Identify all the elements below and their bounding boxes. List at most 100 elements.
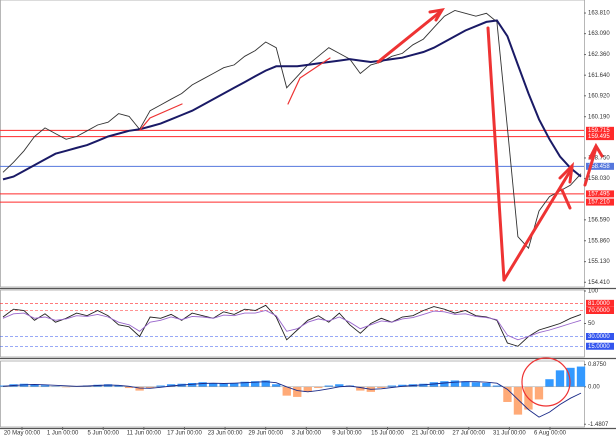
level-label-box — [586, 190, 614, 198]
annotations — [139, 7, 604, 407]
histogram-bar — [251, 381, 260, 387]
level-label: 159.495 — [588, 134, 610, 140]
histogram-bar — [471, 382, 481, 387]
arrow-rebound — [502, 166, 574, 282]
y-tick-label: 163.090 — [588, 31, 610, 37]
y-tick-label: 160.190 — [588, 114, 610, 120]
x-tick-label: 5 Jun 00:00 — [88, 431, 120, 437]
level-label: 159.715 — [588, 128, 610, 134]
x-tick-label: 21 Jul 00:00 — [412, 431, 445, 437]
y-tick-label: 155.130 — [588, 259, 610, 265]
series-line — [2, 381, 582, 418]
histogram-bar — [240, 381, 249, 387]
level-label: 70.0000 — [588, 308, 610, 314]
x-tick-label: 6 Aug 00:00 — [534, 431, 567, 437]
x-tick-label: 11 Jun 00:00 — [127, 431, 162, 437]
x-tick-label: 20 May 00:00 — [4, 431, 41, 437]
y-tick-label: 156.590 — [588, 217, 610, 223]
arrow-small — [560, 188, 572, 210]
histogram-bar — [19, 383, 29, 387]
y-tick-label: 161.640 — [588, 73, 610, 79]
histogram-bar — [293, 386, 302, 397]
series-line — [2, 310, 582, 341]
level-label: 30.0000 — [588, 334, 610, 340]
x-tick-label: 1 Jun 00:00 — [47, 431, 79, 437]
histogram-bar — [114, 385, 123, 387]
y-tick-label: 0.00 — [588, 384, 600, 390]
histogram-bar — [503, 386, 512, 402]
histogram-bar — [356, 386, 365, 391]
histogram-bar — [576, 366, 586, 387]
level-label: 15.0000 — [588, 344, 610, 350]
y-tick-label: 163.810 — [588, 11, 610, 17]
arrow-small-up — [583, 146, 598, 187]
histogram-bar — [51, 386, 60, 387]
histogram-bar — [40, 385, 50, 387]
histogram-bar — [103, 384, 113, 387]
histogram-bar — [429, 382, 439, 387]
y-tick-label: 154.410 — [588, 280, 610, 286]
level-label-box — [586, 299, 614, 307]
histogram-bar — [324, 385, 333, 387]
histogram-bar — [187, 382, 197, 387]
level-label-box — [586, 333, 614, 340]
level-label-box — [586, 133, 614, 141]
y-tick-label: -1.4807 — [588, 422, 609, 428]
y-tick-label: 155.860 — [588, 238, 610, 244]
level-label-box — [586, 162, 614, 170]
x-tick-label: 23 Jun 00:00 — [208, 431, 243, 437]
y-tick-label: 158.750 — [588, 156, 610, 162]
y-tick-label: 162.360 — [588, 52, 610, 58]
histogram-bar — [61, 386, 71, 388]
level-label: 158.458 — [588, 164, 610, 170]
histogram-bar — [440, 381, 449, 387]
x-tick-label: 15 Jul 00:00 — [371, 431, 404, 437]
histogram-bar — [209, 382, 218, 387]
x-tick-label: 27 Jul 00:00 — [452, 431, 485, 437]
histogram-bar — [398, 384, 407, 387]
histogram-bar — [145, 386, 155, 389]
panel-frame — [0, 360, 585, 428]
y-tick-label: 100 — [588, 289, 599, 295]
series-line — [2, 19, 582, 181]
y-tick-label: 50 — [588, 321, 595, 327]
y-tick-label: 0.8750 — [588, 362, 607, 368]
x-tick-label: 31 Jul 00:00 — [493, 431, 526, 437]
histogram-bar — [198, 382, 207, 387]
histogram-bar — [545, 379, 554, 387]
arrow-up — [376, 10, 442, 64]
x-tick-label: 17 Jun 00:00 — [167, 431, 202, 437]
histogram-bar — [377, 386, 386, 389]
histogram-bar — [482, 382, 491, 387]
histogram-bar — [492, 385, 502, 387]
histogram-bar — [166, 384, 176, 387]
arrow-head — [588, 142, 604, 160]
histogram-bar — [156, 385, 165, 387]
histogram-bar — [461, 381, 470, 387]
histogram-bar — [419, 383, 428, 387]
histogram-bar — [335, 384, 344, 387]
level-label-box — [586, 342, 614, 350]
panel-frame — [0, 0, 585, 288]
y-tick-label: 158.030 — [588, 176, 610, 182]
histogram-bar — [450, 380, 460, 387]
histogram-bar — [30, 384, 39, 387]
x-tick-label: 3 Jul 00:00 — [292, 431, 322, 437]
arrow-head — [558, 161, 575, 184]
histogram-bar — [303, 386, 312, 392]
trend-line — [287, 57, 331, 105]
y-tick-label: 160.920 — [588, 93, 610, 99]
histogram-bar — [230, 382, 239, 387]
arrow-down — [486, 26, 506, 282]
histogram-bar — [282, 386, 291, 396]
histogram-bar — [314, 386, 323, 389]
level-label: 81.0000 — [588, 301, 610, 307]
histogram-bar — [534, 386, 544, 400]
x-tick-label: 29 Jun 00:00 — [248, 431, 283, 437]
x-tick-label: 9 Jul 00:00 — [332, 431, 362, 437]
level-label-box — [586, 198, 614, 206]
series-line — [2, 10, 582, 250]
arrow-head — [428, 7, 445, 22]
